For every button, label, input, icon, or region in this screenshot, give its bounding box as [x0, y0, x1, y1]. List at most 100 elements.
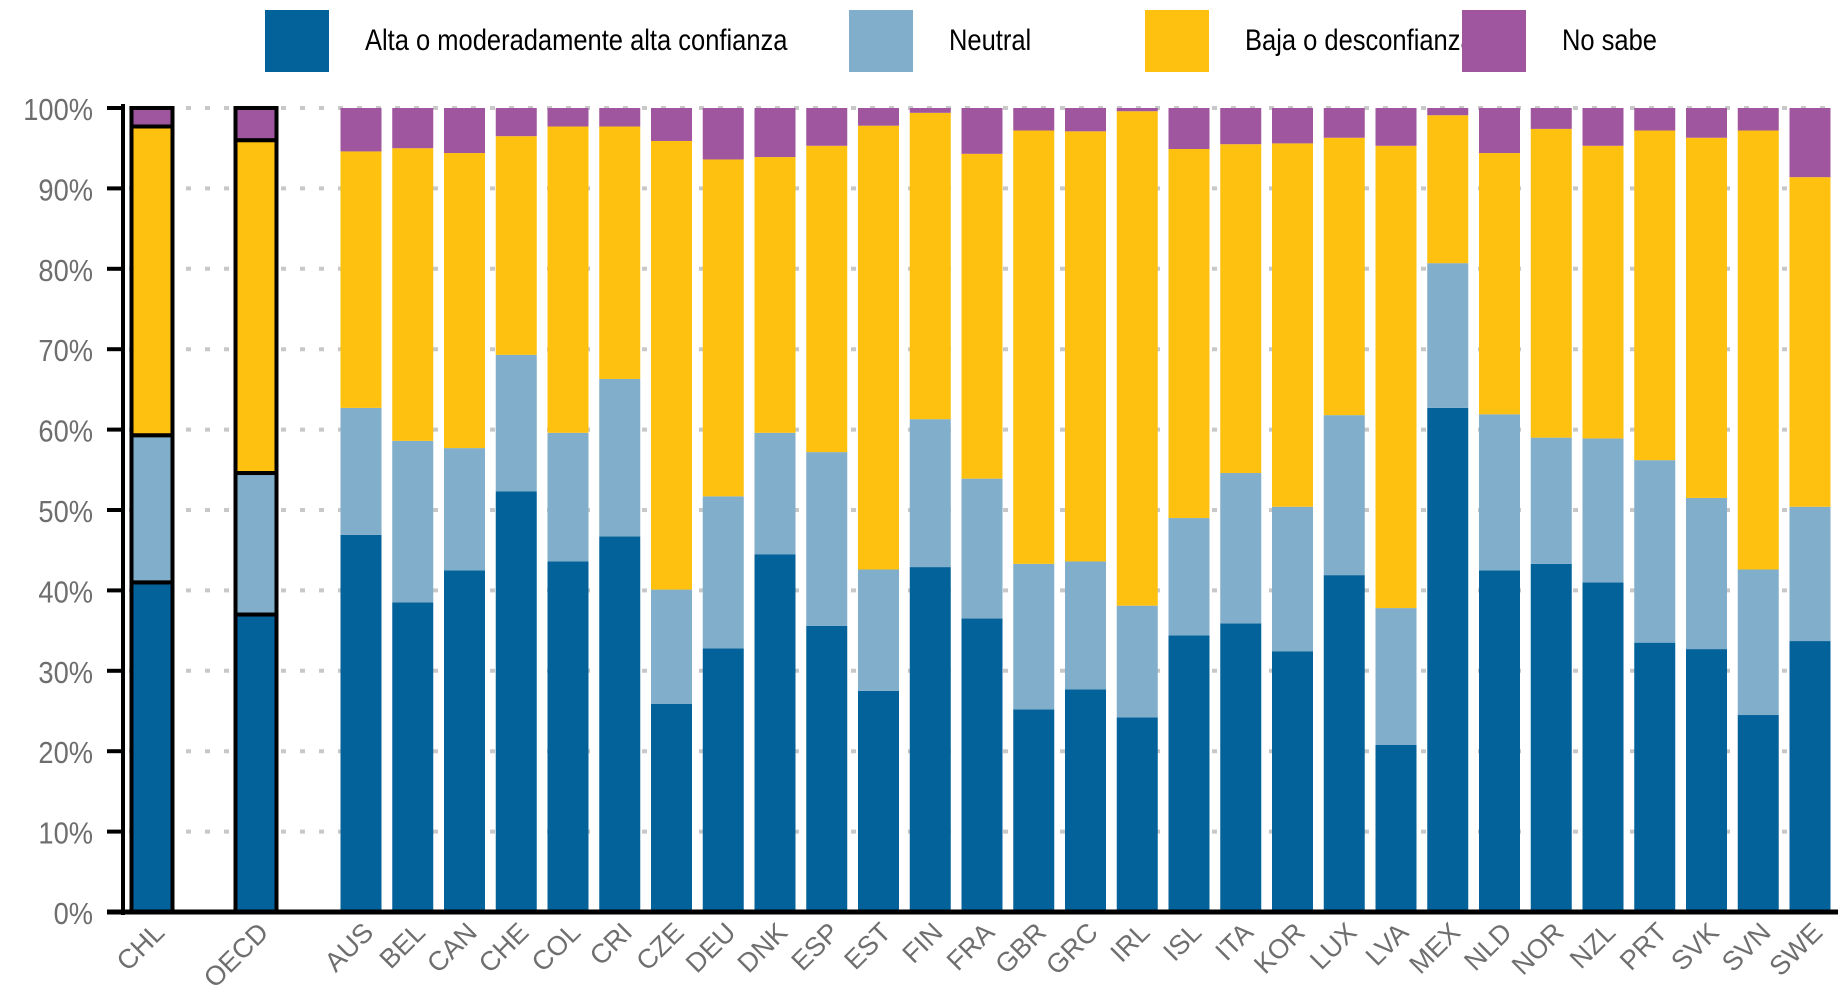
- bar-segment: [233, 471, 279, 617]
- legend-item: Baja o desconfianza: [1145, 10, 1515, 72]
- bar-segment: [1065, 689, 1106, 912]
- bar-segment: [1737, 569, 1779, 716]
- y-tick-label: 90%: [38, 174, 93, 208]
- bar-segment: [392, 440, 434, 603]
- bar-segment: [754, 432, 796, 555]
- bar-segment: [1634, 108, 1676, 131]
- bar-segment: [909, 108, 951, 113]
- bar-segment: [129, 433, 175, 585]
- x-tick-label: COL: [526, 917, 586, 977]
- bar-segment: [599, 108, 641, 127]
- bar-segment: [1479, 108, 1520, 154]
- bar-segment: [340, 151, 382, 408]
- bar-segment: [1479, 153, 1520, 415]
- x-tick-label: NLD: [1458, 917, 1517, 976]
- x-tick-label: DNK: [732, 917, 794, 979]
- bar-segment: [129, 106, 175, 129]
- bar-segment: [599, 378, 641, 537]
- legend-swatch: [1462, 10, 1526, 72]
- bar-segment: [1582, 438, 1624, 583]
- y-tick-label: 50%: [38, 495, 93, 529]
- bar-segment: [340, 534, 382, 912]
- legend-label: Neutral: [949, 24, 1032, 57]
- bar-segment: [909, 567, 951, 912]
- bar-segment: [547, 126, 589, 433]
- y-tick-label: 0%: [54, 897, 93, 931]
- legend-swatch: [265, 10, 329, 72]
- bar-segment: [1634, 642, 1676, 912]
- legend-label: No sabe: [1562, 24, 1657, 57]
- y-tick-label: 60%: [38, 415, 93, 449]
- bar-segment: [651, 589, 692, 704]
- bar-segment: [233, 106, 279, 143]
- bar-segment: [858, 569, 899, 691]
- x-tick-label: SWE: [1764, 917, 1829, 982]
- bar-segment: [1634, 130, 1676, 461]
- bar-segment: [1168, 635, 1210, 912]
- x-tick-label: CHL: [111, 917, 170, 976]
- bar-segment: [754, 554, 796, 912]
- bar-segment: [129, 124, 175, 438]
- y-tick-label: 10%: [38, 817, 93, 851]
- bar-segment: [1220, 144, 1262, 474]
- bar-segment: [1789, 108, 1831, 178]
- x-tick-label: GRC: [1040, 917, 1104, 981]
- legend-swatch: [1145, 10, 1209, 72]
- x-tick-label: LVA: [1360, 917, 1414, 971]
- bar-segment: [961, 108, 1003, 154]
- bar-segment: [1116, 111, 1158, 606]
- x-tick-label: CZE: [630, 917, 689, 976]
- x-tick-label: EST: [838, 917, 896, 975]
- bar-segment: [1220, 473, 1262, 624]
- bar-segment: [1789, 641, 1831, 912]
- x-tick-label: ESP: [786, 917, 845, 976]
- bar-segment: [1272, 143, 1313, 507]
- bar-segment: [1168, 108, 1210, 150]
- bar-segment: [1582, 108, 1624, 146]
- x-tick-label: OECD: [198, 917, 274, 993]
- bar-segment: [961, 478, 1003, 619]
- x-tick-label: AUS: [319, 917, 379, 977]
- bar-segment: [754, 108, 796, 158]
- legend-item: No sabe: [1462, 10, 1674, 72]
- bar-segment: [1013, 709, 1055, 912]
- bar-segment: [1116, 108, 1158, 112]
- bar-segment: [547, 108, 589, 127]
- bar-segment: [858, 125, 899, 570]
- bar-segment: [599, 536, 641, 912]
- bar-segment: [1737, 130, 1779, 570]
- bar-segment: [806, 145, 848, 453]
- y-tick-label: 40%: [38, 576, 93, 610]
- bar-segment: [1686, 137, 1727, 498]
- bar-segment: [702, 648, 744, 912]
- bar-segment: [233, 138, 279, 476]
- bar-segment: [806, 625, 848, 912]
- bar-segment: [547, 561, 589, 912]
- x-tick-label: FRA: [941, 917, 1000, 976]
- bar-segment: [702, 159, 744, 497]
- legend-swatch: [849, 10, 913, 72]
- bar-segment: [1375, 608, 1417, 745]
- bar-segment: [1479, 414, 1520, 571]
- bar-segment: [1375, 108, 1417, 146]
- bar-segment: [1582, 582, 1624, 912]
- bar-segment: [1272, 651, 1313, 912]
- bar-segment: [651, 140, 692, 590]
- bar-segment: [702, 496, 744, 649]
- bar-segment: [1065, 108, 1106, 132]
- bar-segment: [1789, 177, 1831, 507]
- bar-segment: [1013, 563, 1055, 710]
- x-tick-label: IRL: [1105, 917, 1156, 968]
- bar-segment: [392, 148, 434, 441]
- bar-segment: [340, 407, 382, 535]
- bar-segment: [1530, 437, 1572, 564]
- bar-segment: [858, 690, 899, 912]
- bar-segment: [495, 108, 537, 137]
- bar-segment: [1530, 108, 1572, 129]
- y-tick-label: 20%: [38, 737, 93, 771]
- y-tick-label: 80%: [38, 254, 93, 288]
- bar-segment: [909, 419, 951, 568]
- bar-segment: [961, 618, 1003, 912]
- x-tick-label: DEU: [680, 917, 742, 979]
- bar-segment: [392, 602, 434, 912]
